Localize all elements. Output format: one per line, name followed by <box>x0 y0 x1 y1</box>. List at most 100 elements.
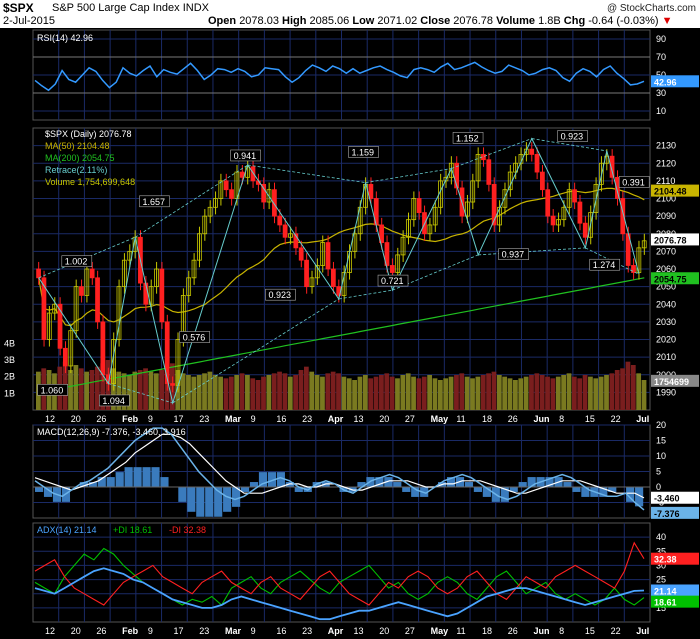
ratio-label: 0.576 <box>183 333 206 343</box>
x-axis-label: 15 <box>585 414 595 424</box>
volume-bar <box>502 376 508 410</box>
x-axis-label: 8 <box>559 626 564 636</box>
volume-bar <box>228 376 234 410</box>
ratio-label: 1.274 <box>593 260 616 270</box>
candle-body <box>272 189 277 217</box>
adx-line <box>34 567 645 621</box>
volume-bar <box>277 371 282 410</box>
volume-bar <box>196 375 202 410</box>
price-tick-label: 2090 <box>656 211 676 221</box>
volume-bar <box>346 378 352 410</box>
volume-bar <box>539 375 545 410</box>
retrace-dashed-line <box>338 289 393 300</box>
volume-bar <box>421 376 427 410</box>
volume-bar <box>94 366 100 410</box>
macd-signal-line <box>34 433 645 499</box>
volume-bar <box>464 376 470 410</box>
price-tick-label: 2030 <box>656 317 676 327</box>
macd-histogram-bar <box>285 482 294 487</box>
macd-histogram-bar <box>402 487 411 492</box>
x-axis-label: 26 <box>508 626 518 636</box>
minus-di-line <box>34 541 645 606</box>
x-axis-label: May <box>431 414 449 424</box>
ratio-label-box <box>348 146 379 158</box>
minus-di-legend: -DI 32.38 <box>169 525 206 535</box>
x-axis-label: 9 <box>148 414 153 424</box>
macd-histogram-bar <box>581 487 590 497</box>
volume-bar <box>159 370 165 410</box>
macd-histogram-bar <box>482 487 491 497</box>
volume-bar <box>352 380 357 410</box>
macd-histogram-bar <box>205 487 214 517</box>
macd-histogram-bar <box>258 472 268 487</box>
x-axis-label: 27 <box>405 626 415 636</box>
price-tick-label: 2020 <box>656 335 676 345</box>
candle-body <box>79 286 84 296</box>
macd-legend: MACD(12,26,9) -7.376, -3.460, 3.916 <box>37 427 186 437</box>
close-last-value: 2076.78 <box>654 235 687 245</box>
volume-bar <box>266 375 272 410</box>
candle-body <box>588 212 594 238</box>
volume-bar <box>582 375 588 410</box>
x-axis-label: Apr <box>328 414 344 424</box>
ratio-label-box <box>230 149 261 162</box>
candle-body <box>389 265 395 273</box>
volume-bar <box>614 370 620 410</box>
volume-bar <box>459 373 465 410</box>
candle-body <box>609 155 615 178</box>
ratio-label: 1.657 <box>143 197 166 207</box>
volume-bar <box>180 373 186 410</box>
candle-body <box>491 183 497 226</box>
volume-bar <box>534 373 540 410</box>
candle-body <box>121 259 127 288</box>
volume-bar <box>121 373 127 410</box>
candle-body <box>330 268 336 288</box>
candle-body <box>540 171 545 191</box>
volume-bar <box>389 376 395 410</box>
retrace-dashed-line <box>451 138 532 169</box>
candle-body <box>62 347 68 367</box>
price-tick-label: 2060 <box>656 264 676 274</box>
x-axis-label: 20 <box>379 626 389 636</box>
candle-body <box>572 189 577 203</box>
symbol-label[interactable]: $SPX <box>3 1 34 15</box>
volume-bar <box>357 376 363 410</box>
volume-bar <box>427 375 433 410</box>
ratio-label: 1.159 <box>352 147 375 157</box>
volume-bar <box>437 380 443 410</box>
volume-bar <box>191 376 197 410</box>
macd-histogram-bar <box>599 487 608 497</box>
volume-tick-label: 1B <box>4 388 15 398</box>
candle-body <box>384 242 390 266</box>
x-axis-label: 9 <box>148 626 153 636</box>
candle-body <box>620 198 626 235</box>
retrace-dashed-line <box>172 298 340 404</box>
index-name: S&P 500 Large Cap Index INDX <box>52 2 209 14</box>
candle-body <box>432 206 438 226</box>
x-axis-label: Apr <box>328 626 344 636</box>
macd-histogram-bar <box>626 487 635 502</box>
candle-body <box>202 215 208 235</box>
volume-bar <box>577 378 583 410</box>
ratio-label: 0.937 <box>502 250 525 260</box>
x-axis-label: 20 <box>71 626 81 636</box>
candle-body <box>282 224 288 238</box>
volume-bar <box>448 376 454 410</box>
ratio-label-box <box>452 132 484 144</box>
macd-histogram-bar <box>232 487 241 507</box>
ratio-label-box <box>618 176 650 188</box>
price-tick-label: 1990 <box>656 387 676 397</box>
macd-tick-label: 15 <box>656 436 666 446</box>
candle-body <box>164 321 170 384</box>
volume-bar <box>287 376 293 410</box>
ratio-label-box <box>61 255 93 268</box>
x-axis-label: Jul <box>636 626 649 636</box>
candle-body <box>223 180 229 191</box>
ma50-legend: MA(50) 2104.48 <box>45 141 110 151</box>
volume-bar <box>148 371 154 410</box>
candle-body <box>191 259 197 279</box>
x-axis-label: 18 <box>482 414 492 424</box>
x-axis-label: 11 <box>456 626 465 636</box>
down-arrow-icon: ▼ <box>661 15 673 27</box>
candle-body <box>207 206 213 217</box>
